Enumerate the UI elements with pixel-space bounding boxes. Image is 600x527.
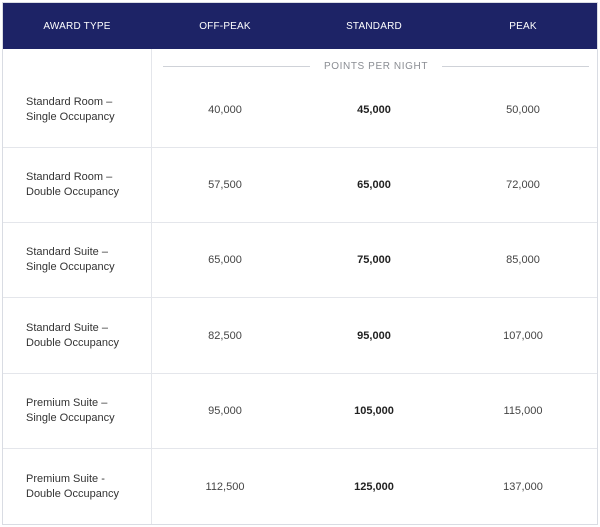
award-type-line1: Standard Suite – xyxy=(26,322,108,334)
award-type-cell: Standard Room – Double Occupancy xyxy=(3,170,151,200)
subheader-rule-left xyxy=(163,65,310,67)
award-type-cell: Standard Room – Single Occupancy xyxy=(3,95,151,125)
off-peak-cell: 112,500 xyxy=(205,480,245,493)
subheader-label: POINTS PER NIGHT xyxy=(323,60,429,72)
award-type-line1: Standard Room – xyxy=(26,96,113,108)
standard-cell: 125,000 xyxy=(354,480,394,493)
table-row: Premium Suite - Double Occupancy 112,500 … xyxy=(3,449,597,524)
column-divider xyxy=(151,49,152,524)
award-type-line2: Double Occupancy xyxy=(26,337,119,349)
award-type-cell: Premium Suite – Single Occupancy xyxy=(3,396,151,426)
table-row: Standard Suite – Double Occupancy 82,500 … xyxy=(3,299,597,374)
peak-cell: 107,000 xyxy=(503,330,543,342)
award-type-line1: Premium Suite – xyxy=(26,397,108,409)
award-type-cell: Standard Suite – Single Occupancy xyxy=(3,245,151,275)
header-peak: PEAK xyxy=(509,20,537,32)
award-type-cell: Premium Suite - Double Occupancy xyxy=(3,472,151,502)
award-type-line2: Single Occupancy xyxy=(26,111,115,123)
award-type-cell: Standard Suite – Double Occupancy xyxy=(3,321,151,351)
table-row: Premium Suite – Single Occupancy 95,000 1… xyxy=(3,374,597,449)
peak-cell: 50,000 xyxy=(506,104,540,116)
off-peak-cell: 82,500 xyxy=(208,330,242,342)
standard-cell: 105,000 xyxy=(354,405,394,417)
off-peak-cell: 95,000 xyxy=(208,405,242,417)
table-row: Standard Room – Double Occupancy 57,500 6… xyxy=(3,148,597,223)
off-peak-cell: 57,500 xyxy=(208,179,242,191)
peak-cell: 137,000 xyxy=(503,480,543,493)
award-type-line1: Premium Suite - xyxy=(26,472,105,485)
header-award-type: AWARD TYPE xyxy=(43,20,111,32)
award-type-line2: Single Occupancy xyxy=(26,261,115,273)
standard-cell: 75,000 xyxy=(357,254,391,266)
standard-cell: 45,000 xyxy=(357,104,391,116)
header-standard: STANDARD xyxy=(346,20,402,32)
peak-cell: 115,000 xyxy=(503,405,543,417)
standard-cell: 65,000 xyxy=(357,179,391,191)
award-type-line1: Standard Suite – xyxy=(26,246,108,258)
award-type-line1: Standard Room – xyxy=(26,171,113,183)
standard-cell: 95,000 xyxy=(357,330,391,342)
award-type-line2: Double Occupancy xyxy=(26,487,119,500)
header-off-peak: OFF-PEAK xyxy=(199,20,251,32)
peak-cell: 85,000 xyxy=(506,254,540,266)
award-type-line2: Double Occupancy xyxy=(26,186,119,198)
award-type-line2: Single Occupancy xyxy=(26,412,115,424)
table-row: Standard Room – Single Occupancy 40,000 4… xyxy=(3,73,597,148)
subheader-rule-right xyxy=(442,65,589,67)
table-header: AWARD TYPE OFF-PEAK STANDARD PEAK xyxy=(3,3,597,49)
points-per-night-subheader: POINTS PER NIGHT xyxy=(163,57,589,75)
off-peak-cell: 65,000 xyxy=(208,254,242,266)
peak-cell: 72,000 xyxy=(506,179,540,191)
off-peak-cell: 40,000 xyxy=(208,104,242,116)
table-row: Standard Suite – Single Occupancy 65,000 … xyxy=(3,223,597,298)
